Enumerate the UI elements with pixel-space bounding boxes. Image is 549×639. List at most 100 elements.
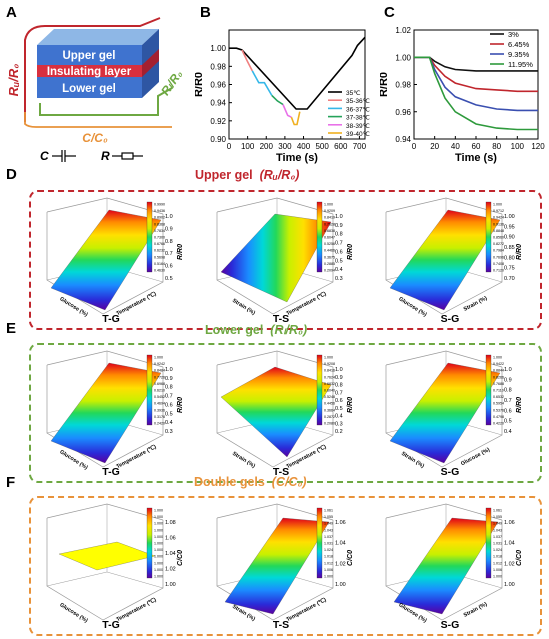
z-tick-label: 1.02 (504, 561, 515, 567)
z-tick-label: 1.0 (504, 367, 512, 373)
surface-mesh (393, 517, 499, 615)
y-tick-label: 0.96 (210, 81, 226, 90)
colorbar-tick-label: 1.000 (154, 528, 163, 532)
legend-label: 37-38℃ (346, 115, 371, 122)
y-tick-label: 1.02 (395, 26, 411, 35)
colorbar-tick-label: 1.061 (324, 509, 333, 513)
z-tick-label: 0.85 (504, 245, 515, 251)
colorbar-tick-label: 0.5376 (493, 408, 504, 412)
surface-label: T-S (273, 313, 289, 325)
gel-stack-top (37, 29, 159, 45)
surface-mesh (389, 209, 501, 311)
z-tick-label: 1.00 (335, 582, 346, 588)
colorbar-tick-label: 0.8560 (493, 236, 504, 240)
z-tick-label: 1.0 (165, 367, 173, 373)
capacitor-symbol-label: C (40, 149, 49, 163)
axis-box (216, 503, 334, 521)
rl-label: Rₗ/R₀ (158, 67, 185, 98)
z-tick-label: 0.2 (335, 429, 343, 435)
colorbar (316, 354, 323, 426)
axis-box (216, 365, 334, 468)
colorbar-tick-label: 1.000 (493, 575, 502, 579)
surface-label: T-S (273, 619, 289, 631)
colorbar-tick-label: 0.4466 (324, 249, 335, 253)
surface-label: T-S (273, 466, 289, 478)
colorbar-tick-label: 1.031 (324, 542, 333, 546)
z-tick-label: 0.9 (165, 376, 173, 382)
axis-box (46, 571, 164, 589)
x-tick-label: 100 (241, 142, 255, 151)
x-tick-label: 0 (227, 142, 232, 151)
colorbar-tick-label: 0.7120 (493, 269, 504, 273)
z-tick-label: 0.6 (335, 398, 343, 404)
colorbar-tick-label: 1.000 (154, 561, 163, 565)
x-tick-label: 700 (353, 142, 367, 151)
z-tick-label: 0.90 (504, 235, 515, 241)
z-tick-label: 0.7 (335, 241, 343, 247)
colorbar-tick-label: 0.6210 (154, 389, 165, 393)
colorbar-tick-label: 0.3675 (324, 255, 335, 259)
upper-resistance-trace (24, 17, 161, 122)
y-tick-label: 0.98 (210, 62, 226, 71)
x-tick-label: 120 (531, 142, 545, 151)
colorbar-tick-label: 0.6968 (154, 382, 165, 386)
legend-label: 35-36℃ (346, 98, 371, 105)
legend-label: 39-40℃ (346, 131, 371, 138)
colorbar-tick-label: 0.7696 (493, 255, 504, 259)
colorbar-tick-label: 0.8848 (493, 229, 504, 233)
z-tick-label: 0.9 (335, 223, 343, 229)
y-tick-label: 0.90 (210, 135, 226, 144)
colorbar-tick-label: 0.5248 (324, 395, 335, 399)
capacitor-icon (52, 150, 76, 162)
colorbar-tick-label: 0.3178 (154, 415, 165, 419)
colorbar-tick-label: 0.7726 (154, 375, 165, 379)
x-axis-label: Temperature (℃) (285, 596, 328, 623)
axis-box (216, 197, 334, 215)
z-axis-label: C/C0 (347, 550, 354, 566)
colorbar-tick-label: 0.3936 (154, 408, 165, 412)
colorbar-tick-label: 0.5164 (154, 262, 165, 266)
x-axis-label: Temperature (℃) (115, 596, 158, 623)
colorbar-tick-label: 0.8272 (493, 242, 504, 246)
colorbar (146, 354, 153, 426)
z-tick-label: 1.0 (335, 214, 343, 220)
colorbar-tick-label: 0.4220 (493, 422, 504, 426)
panel-label-d: D (6, 166, 17, 183)
colorbar-tick-label: 0.7300 (154, 236, 165, 240)
z-tick-label: 0.4 (165, 420, 173, 426)
x-tick-label: 500 (315, 142, 329, 151)
colorbar-tick-label: 0.8416 (324, 369, 335, 373)
surface-plot-lower-t-s: 1.0 0.9 0.80.7 0.6 0.5 0.40.3 0.2 R/R0 1.000 0.92… (216, 350, 354, 478)
x-tick-label: 0 (412, 142, 417, 151)
colorbar-tick-label: 0.2872 (324, 415, 335, 419)
axis-box (46, 518, 164, 621)
colorbar-tick-label: 0.9242 (154, 362, 165, 366)
z-tick-label: 0.80 (504, 255, 515, 261)
colorbar-tick-label: 1.000 (154, 575, 163, 579)
z-tick-label: 0.70 (504, 276, 515, 282)
y-tick-label: 0.98 (395, 81, 411, 90)
z-tick-label: 0.3 (335, 276, 343, 282)
colorbar-tick-label: 1.012 (324, 561, 333, 565)
lower-gel-layer (37, 77, 142, 98)
x-tick-label: 40 (451, 142, 460, 151)
legend-label: 11.95% (508, 60, 533, 69)
z-tick-label: 0.7 (504, 398, 512, 404)
colorbar-tick-label: 0.8419 (324, 216, 335, 220)
insulating-layer-text: Insulating layer (47, 66, 132, 78)
y-tick-label: 0.94 (395, 135, 411, 144)
panel-label-b: B (200, 4, 211, 21)
colorbar-tick-label: 1.061 (493, 509, 502, 513)
z-tick-label: 0.4 (504, 429, 512, 435)
axis-box (216, 212, 334, 315)
colorbar-tick-label: 0.6047 (324, 236, 335, 240)
colorbar-tick-label: 0.9712 (493, 209, 504, 213)
z-tick-label: 1.02 (165, 567, 176, 573)
colorbar-tick-label: 0.8844 (493, 369, 504, 373)
colorbar-tick-label: 0.7624 (324, 375, 335, 379)
colorbar-tick-label: 1.043 (493, 528, 502, 532)
x-tick-label: 100 (511, 142, 525, 151)
x-tick-label: 600 (334, 142, 348, 151)
x-tick-label: 80 (492, 142, 501, 151)
colorbar-tick-label: 1.024 (493, 548, 502, 552)
